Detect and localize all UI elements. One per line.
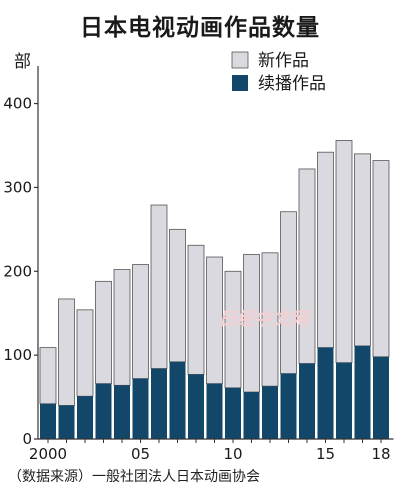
bar-continued-2010 xyxy=(225,387,241,439)
bar-new-2008 xyxy=(187,244,205,375)
legend-label-continued: 续播作品 xyxy=(258,74,326,94)
bar-new-2015 xyxy=(317,151,334,348)
y-tick-label-0: 0 xyxy=(22,430,32,448)
legend-label-new: 新作品 xyxy=(258,51,309,71)
legend-swatch-continued xyxy=(232,75,248,91)
bar-new-2004 xyxy=(113,269,131,386)
bar-continued-2017 xyxy=(354,345,371,439)
bar-continued-2000 xyxy=(40,403,56,439)
bar-new-2014 xyxy=(298,168,316,364)
bar-new-2000 xyxy=(39,347,57,405)
bar-continued-2003 xyxy=(95,383,112,439)
bar-continued-2007 xyxy=(169,361,186,439)
bar-continued-2013 xyxy=(280,373,297,439)
bar-continued-2016 xyxy=(336,362,352,439)
bar-new-2007 xyxy=(169,228,186,363)
bar-new-2005 xyxy=(132,264,149,380)
y-tick-label-100: 100 xyxy=(3,346,32,364)
bar-new-2001 xyxy=(58,298,75,406)
bar-new-2012 xyxy=(261,252,279,387)
bar-new-2017 xyxy=(354,153,371,347)
bar-continued-2018 xyxy=(373,356,389,439)
x-tick-label-10: 10 xyxy=(223,445,242,463)
legend-swatch-new xyxy=(231,51,249,69)
bar-continued-2011 xyxy=(243,392,260,439)
bars-group xyxy=(39,140,390,439)
y-tick-label-400: 400 xyxy=(3,95,32,113)
bar-continued-2015 xyxy=(317,347,334,439)
bar-continued-2012 xyxy=(262,386,278,439)
legend: 新作品 续播作品 xyxy=(231,51,326,94)
axes-group xyxy=(37,66,394,440)
y-axis-unit: 部 xyxy=(14,52,31,72)
x-tick-label-05: 05 xyxy=(131,445,150,463)
bar-new-2002 xyxy=(76,309,94,397)
bar-new-2016 xyxy=(335,140,353,364)
x-tick-label-18: 18 xyxy=(371,445,390,463)
bar-continued-2009 xyxy=(206,383,223,439)
y-tick-label-300: 300 xyxy=(3,178,32,196)
x-tick-label-2000: 2000 xyxy=(29,445,67,463)
x-tick-label-15: 15 xyxy=(316,445,335,463)
bar-continued-2005 xyxy=(132,378,149,439)
bar-continued-2006 xyxy=(151,368,167,439)
bar-new-2006 xyxy=(150,204,168,369)
y-tick-label-200: 200 xyxy=(3,262,32,280)
bar-continued-2001 xyxy=(58,405,75,439)
ticks-group: 0 100 200 300 400 2000 05 10 15 18 xyxy=(3,95,390,463)
bar-new-2003 xyxy=(95,280,112,385)
bar-new-2018 xyxy=(372,160,390,358)
bar-continued-2004 xyxy=(114,385,130,439)
bar-continued-2002 xyxy=(77,396,93,439)
bar-continued-2014 xyxy=(299,363,315,439)
watermark: 日经中文网 xyxy=(218,309,311,330)
bar-continued-2008 xyxy=(188,374,204,439)
data-source-note: （数据来源）一般社团法人日本动画协会 xyxy=(8,469,260,485)
bar-new-2013 xyxy=(280,211,297,374)
chart-title: 日本电视动画作品数量 xyxy=(80,15,320,41)
